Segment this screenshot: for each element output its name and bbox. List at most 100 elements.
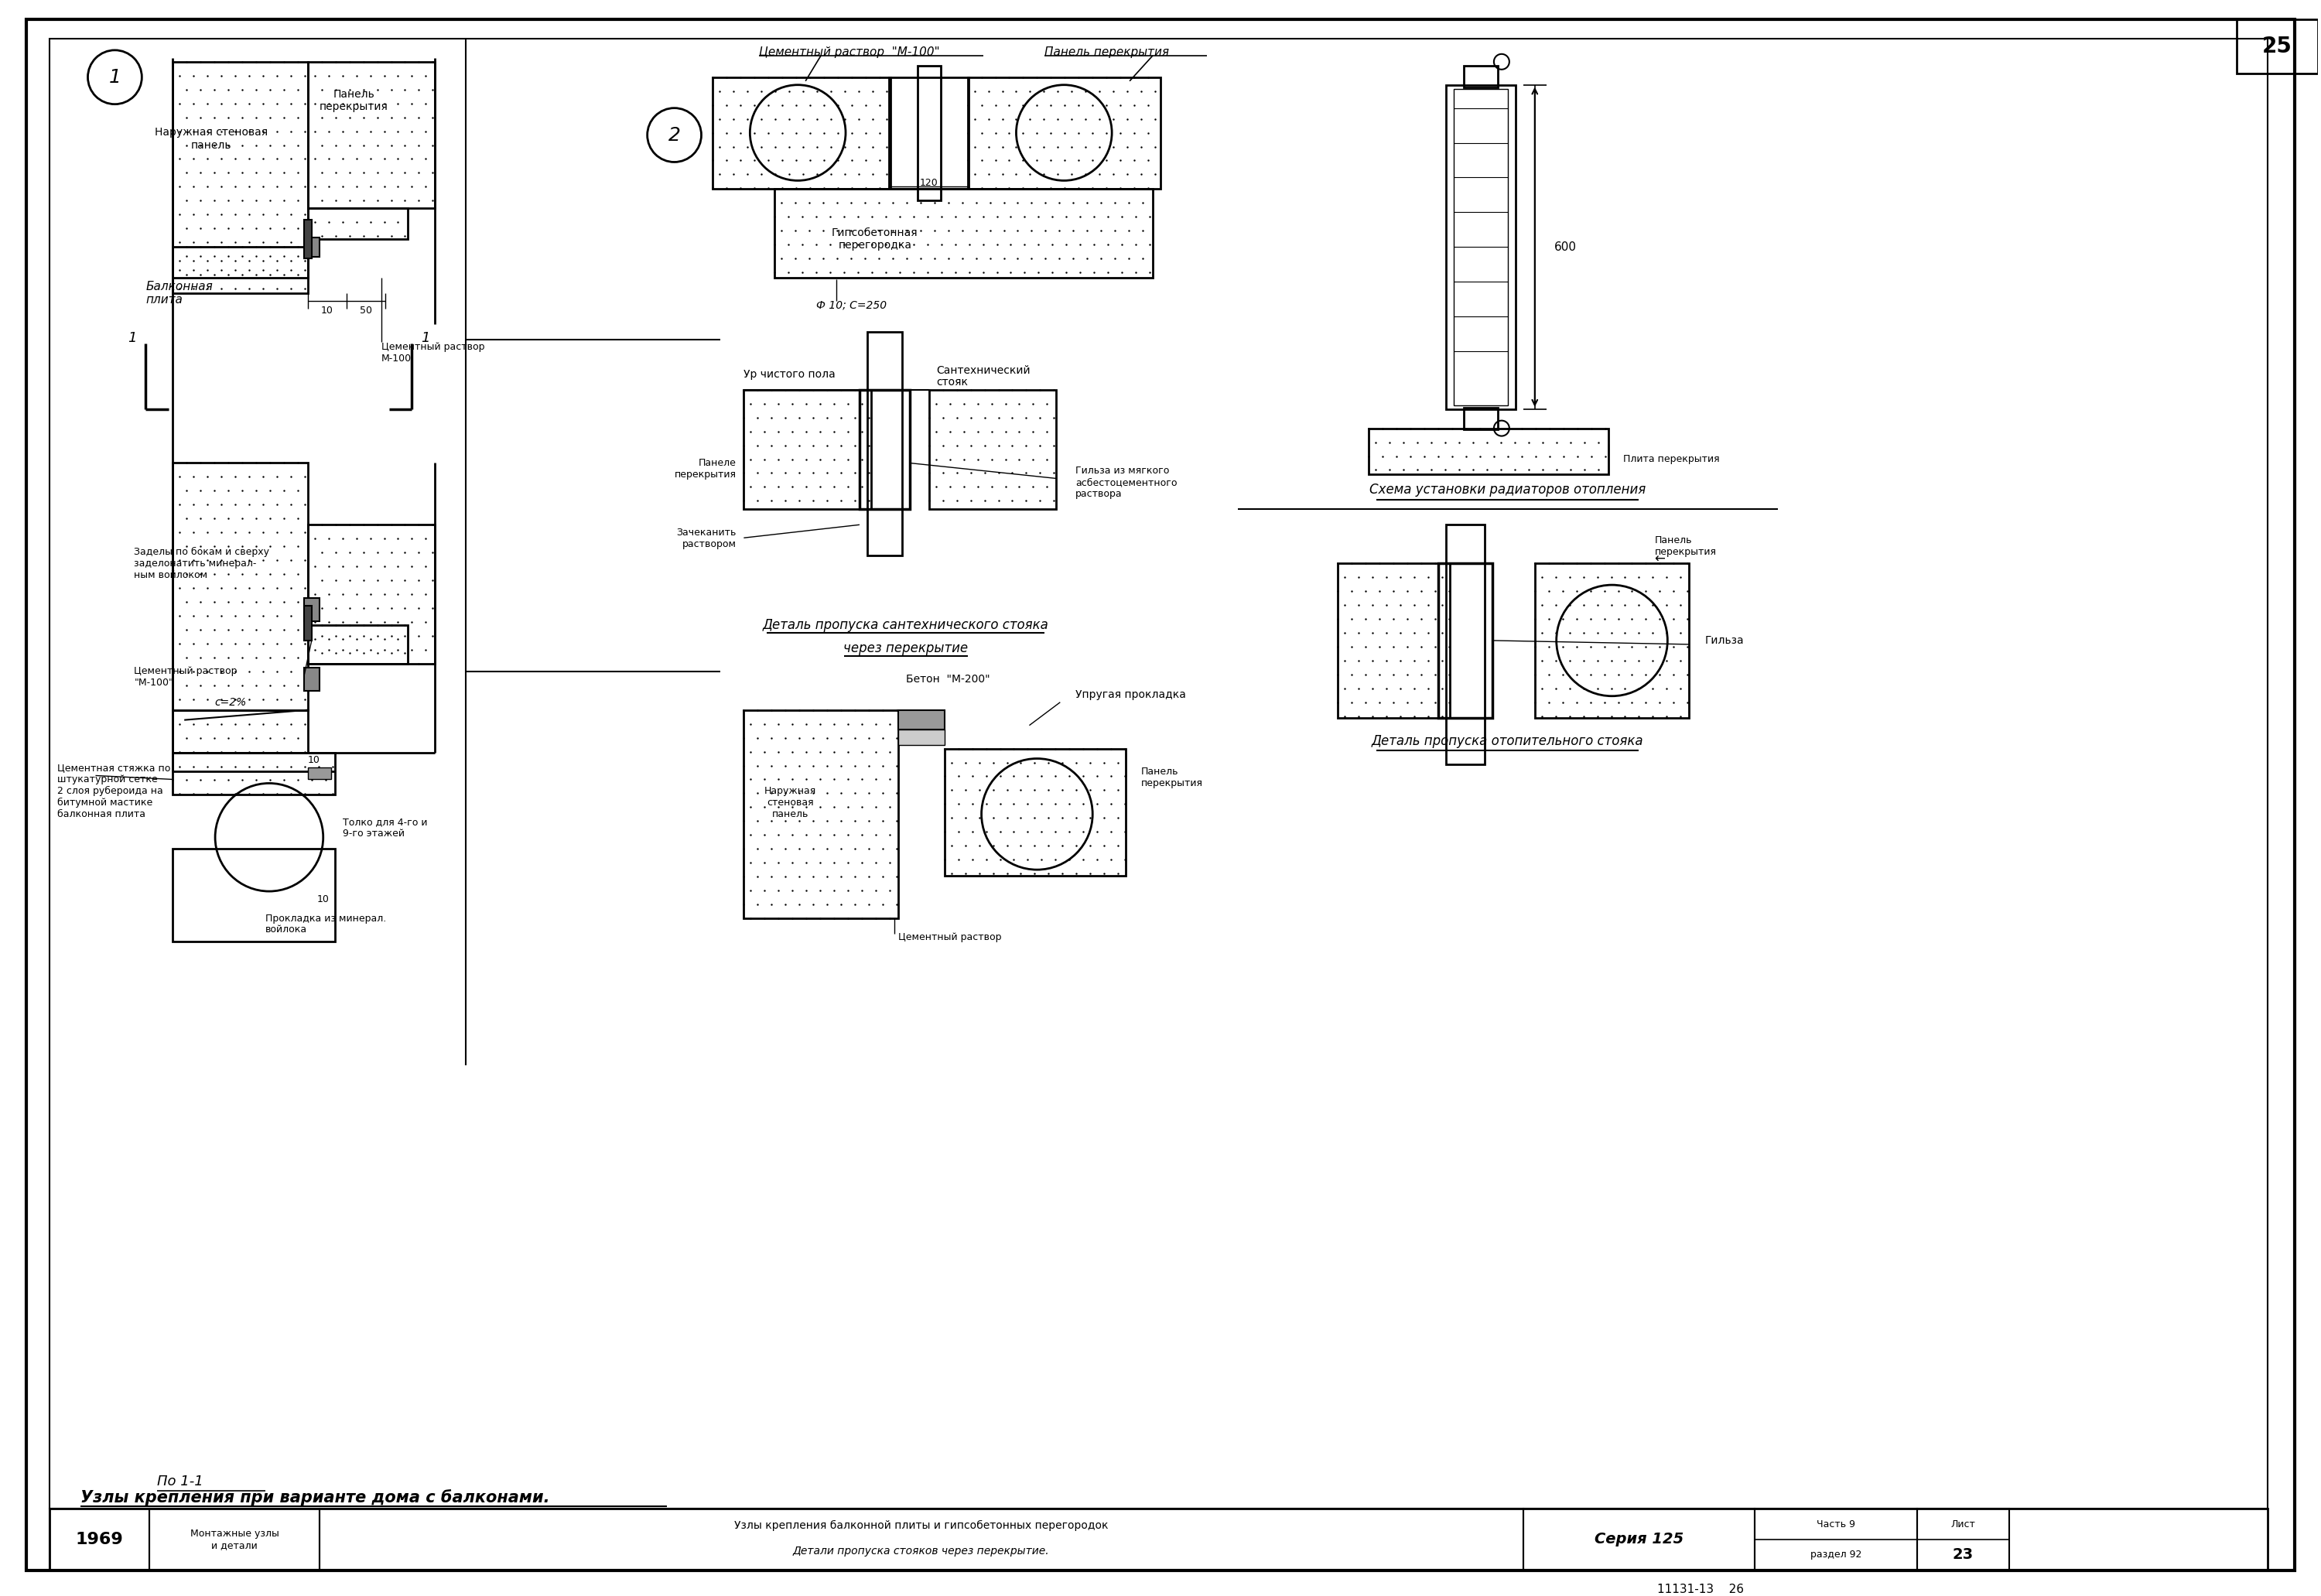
Bar	[898, 729, 945, 745]
Text: ным войлоком: ным войлоком	[135, 570, 207, 579]
Text: 9-го этажей: 9-го этажей	[344, 828, 404, 838]
Bar	[49, 1508, 2268, 1570]
Bar	[309, 768, 332, 779]
Bar	[172, 463, 309, 710]
Text: М-100: М-100	[381, 354, 411, 364]
Bar	[928, 389, 1056, 509]
Text: Панель: Панель	[1142, 766, 1179, 777]
Bar	[743, 710, 898, 918]
Bar	[1369, 428, 1608, 474]
Text: раствором: раствором	[682, 539, 736, 549]
Bar	[868, 332, 903, 555]
Text: асбестоцементного: асбестоцементного	[1075, 477, 1177, 487]
Text: Гильза из мягкого: Гильза из мягкого	[1075, 466, 1170, 476]
Text: 25: 25	[2263, 35, 2293, 57]
Text: раздел 92: раздел 92	[1810, 1550, 1861, 1559]
Bar	[1337, 563, 1451, 718]
Text: Упругая прокладка: Упругая прокладка	[1075, 689, 1186, 701]
Bar	[889, 77, 968, 188]
Text: 2 слоя рубероида на: 2 слоя рубероида на	[58, 785, 162, 796]
Text: Деталь пропуска сантехнического стояка: Деталь пропуска сантехнического стояка	[764, 618, 1049, 632]
Text: раствора: раствора	[1075, 488, 1123, 500]
Bar	[898, 710, 945, 729]
Text: битумной мастике: битумной мастике	[58, 798, 153, 808]
Bar	[309, 62, 434, 209]
Text: Панель: Панель	[1655, 535, 1692, 546]
Text: Панель
перекрытия: Панель перекрытия	[320, 89, 388, 112]
Bar	[304, 598, 320, 621]
Bar	[172, 849, 334, 942]
Text: 2: 2	[668, 126, 680, 144]
Bar	[172, 62, 309, 278]
Bar	[304, 238, 320, 257]
Text: Сантехнический: Сантехнический	[938, 365, 1031, 375]
Text: Цементная стяжка по: Цементная стяжка по	[58, 763, 169, 772]
Text: Часть 9: Часть 9	[1817, 1519, 1854, 1529]
Text: Узлы крепления балконной плиты и гипсобетонных перегородок: Узлы крепления балконной плиты и гипсобе…	[733, 1519, 1109, 1531]
Text: Наружная
стеновая
панель: Наружная стеновая панель	[764, 785, 817, 819]
Text: балконная плита: балконная плита	[58, 809, 146, 819]
Bar	[1446, 525, 1485, 764]
Text: перекрытия: перекрытия	[1655, 547, 1715, 557]
Bar	[149, 1508, 320, 1570]
Bar	[320, 1508, 1523, 1570]
Bar	[775, 188, 1154, 278]
Text: Бетон  "М-200": Бетон "М-200"	[905, 674, 989, 685]
Text: 1: 1	[128, 330, 137, 345]
Text: 11131-13    26: 11131-13 26	[1657, 1583, 1743, 1596]
Bar	[859, 389, 910, 509]
Text: Цементный раствор: Цементный раствор	[381, 342, 485, 353]
Text: Ф 10; С=250: Ф 10; С=250	[817, 300, 887, 310]
Bar	[172, 247, 309, 294]
Bar	[713, 77, 891, 188]
Bar	[968, 77, 1160, 188]
Text: войлока: войлока	[265, 924, 306, 935]
Text: Лист: Лист	[1950, 1519, 1975, 1529]
Bar	[1453, 89, 1509, 405]
Text: заделонатить минерал-: заделонатить минерал-	[135, 559, 258, 568]
Text: Узлы крепления при варианте дома с балконами.: Узлы крепления при варианте дома с балко…	[81, 1489, 550, 1505]
Text: через перекрытие: через перекрытие	[843, 642, 968, 656]
Text: Наружная стеновая
панель: Наружная стеновая панель	[156, 128, 267, 150]
Text: 1969: 1969	[77, 1532, 123, 1547]
Bar	[1534, 563, 1690, 718]
Bar	[49, 1508, 149, 1570]
Text: 600: 600	[1555, 241, 1576, 252]
Text: Схема установки радиаторов отопления: Схема установки радиаторов отопления	[1369, 484, 1646, 496]
Text: Зачеканить: Зачеканить	[675, 527, 736, 538]
Bar	[304, 667, 320, 691]
Text: стояк: стояк	[938, 377, 968, 388]
Text: Плита перекрытия: Плита перекрытия	[1622, 455, 1720, 464]
Bar	[1523, 1508, 1755, 1570]
Text: 1: 1	[420, 330, 429, 345]
Bar	[1446, 85, 1516, 409]
Bar	[309, 525, 434, 664]
Text: перекрытия: перекрытия	[673, 469, 736, 480]
Bar	[1465, 407, 1497, 429]
Bar	[304, 606, 311, 640]
Text: ←: ←	[1655, 552, 1664, 567]
Text: Монтажные узлы
и детали: Монтажные узлы и детали	[190, 1529, 279, 1550]
Text: Заделы по бокам и сверху: Заделы по бокам и сверху	[135, 547, 269, 557]
Text: Деталь пропуска отопительного стояка: Деталь пропуска отопительного стояка	[1372, 734, 1643, 749]
Text: 1: 1	[109, 69, 121, 86]
Bar	[1465, 65, 1497, 88]
Text: Цементный раствор  "М-100": Цементный раствор "М-100"	[759, 46, 940, 59]
Text: Цементный раствор: Цементный раствор	[898, 932, 1000, 943]
Text: перекрытия: перекрытия	[1142, 779, 1202, 788]
Text: с=2%: с=2%	[214, 697, 246, 707]
Text: По 1-1: По 1-1	[158, 1475, 204, 1489]
Text: Цементный раствор: Цементный раствор	[135, 667, 237, 677]
Text: Балконная
плита: Балконная плита	[146, 281, 214, 306]
Text: 50: 50	[360, 306, 371, 316]
Bar	[743, 389, 870, 509]
Bar	[309, 626, 408, 664]
Text: 10: 10	[309, 755, 320, 764]
Bar	[1917, 1508, 2010, 1570]
Text: Гильза: Гильза	[1704, 635, 1743, 646]
Text: Ур чистого пола: Ур чистого пола	[743, 369, 836, 380]
Text: "М-100": "М-100"	[135, 678, 174, 688]
Text: 10: 10	[318, 894, 330, 903]
Text: 10: 10	[320, 306, 334, 316]
Bar	[917, 65, 940, 201]
